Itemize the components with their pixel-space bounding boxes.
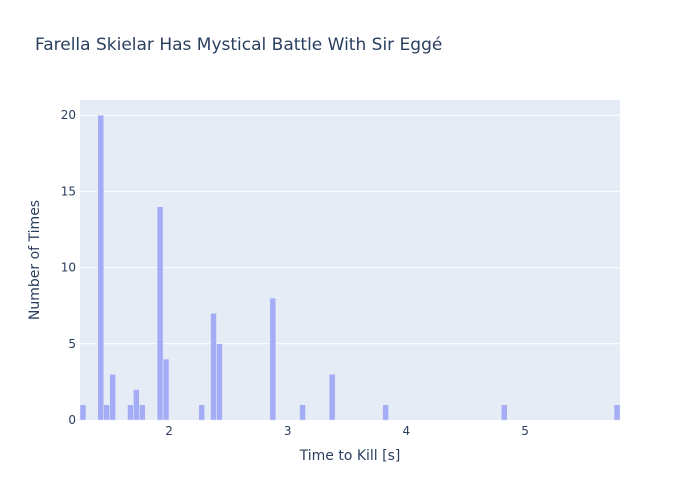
bars [79, 114, 621, 421]
histogram-bar [97, 114, 104, 421]
histogram-bar [127, 404, 134, 421]
histogram-bar [79, 404, 87, 421]
histogram-bar [299, 404, 306, 421]
y-axis-title: Number of Times [27, 200, 43, 320]
y-tick-label: 20 [61, 108, 76, 122]
y-axis-ticks: 0 5 10 15 20 [61, 108, 76, 427]
y-tick-label: 0 [68, 413, 76, 427]
x-tick-label: 2 [165, 424, 173, 438]
histogram-bar [156, 206, 164, 421]
histogram-bar [216, 343, 223, 421]
y-tick-label: 5 [68, 337, 76, 351]
histogram-bar [501, 404, 508, 421]
histogram-bar [139, 404, 146, 421]
y-tick-label: 10 [61, 261, 76, 275]
histogram-bar [162, 358, 170, 421]
x-tick-label: 4 [403, 424, 411, 438]
histogram-bar [198, 404, 205, 421]
histogram-bar [382, 404, 389, 421]
chart-title: Farella Skielar Has Mystical Battle With… [35, 35, 442, 55]
x-axis-ticks: 2 3 4 5 [165, 424, 529, 438]
gridlines [80, 114, 620, 345]
histogram-bar [269, 297, 277, 421]
histogram-bar [109, 374, 116, 421]
plot-background [80, 100, 620, 420]
histogram-bar [328, 374, 336, 421]
histogram-bar [210, 313, 217, 421]
x-tick-label: 5 [521, 424, 529, 438]
x-tick-label: 3 [284, 424, 292, 438]
y-tick-label: 15 [61, 184, 76, 198]
histogram-bar [133, 389, 140, 421]
histogram-bar [103, 404, 110, 421]
histogram-bar [613, 404, 621, 421]
x-axis-title: Time to Kill [s] [299, 448, 401, 464]
